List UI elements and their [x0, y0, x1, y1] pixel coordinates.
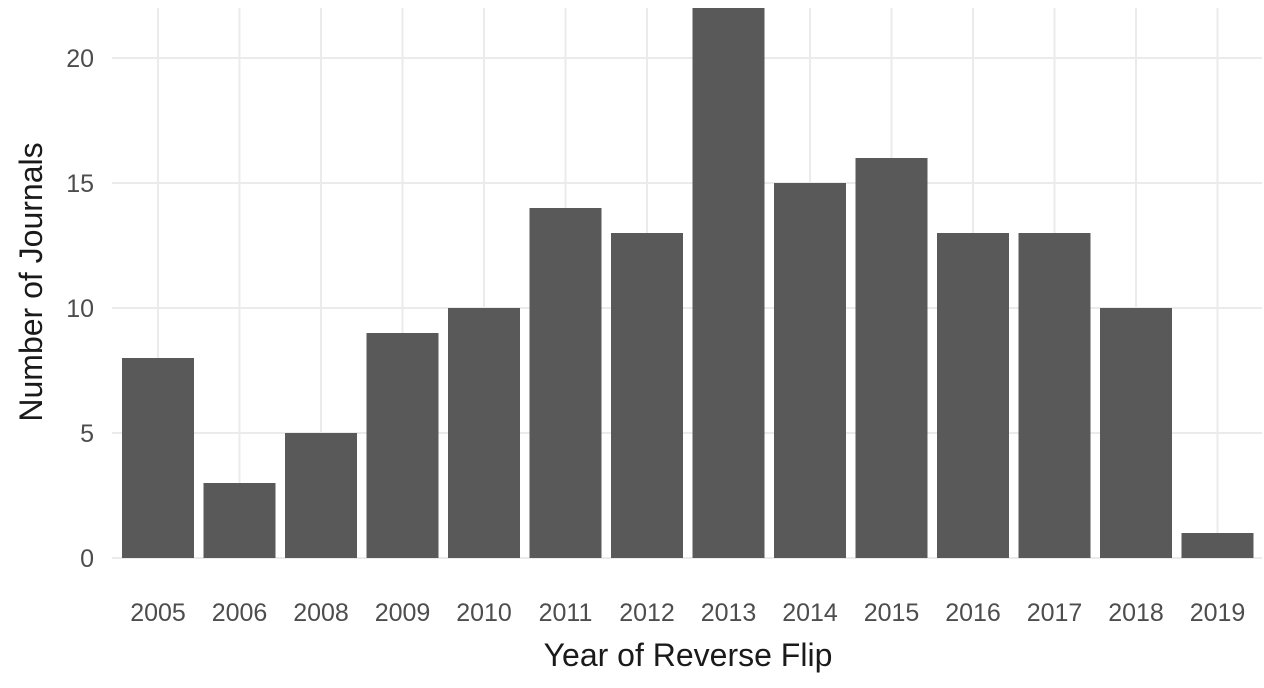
x-tick-label: 2008 — [293, 599, 349, 627]
x-tick-label: 2018 — [1108, 599, 1164, 627]
x-tick-label: 2006 — [212, 599, 268, 627]
x-tick-label: 2014 — [782, 599, 838, 627]
x-tick-label: 2009 — [375, 599, 431, 627]
bar-2014 — [774, 183, 846, 558]
bar-2008 — [285, 433, 357, 558]
x-tick-label: 2013 — [701, 599, 757, 627]
x-axis-ticks: 2005 2006 2008 2009 2010 2011 2012 2013 2014 2015… — [130, 599, 1245, 627]
bar-2006 — [203, 483, 276, 558]
x-axis-title: Year of Reverse Flip — [544, 637, 833, 673]
bar-2015 — [855, 158, 928, 558]
x-tick-label: 2016 — [945, 599, 1001, 627]
bar-2019 — [1181, 533, 1254, 558]
x-tick-label: 2019 — [1190, 599, 1246, 627]
x-tick-label: 2010 — [456, 599, 512, 627]
bar-2009 — [366, 333, 439, 558]
bar-2017 — [1018, 233, 1091, 558]
x-tick-label: 2005 — [130, 599, 186, 627]
y-tick-label: 10 — [66, 295, 94, 323]
y-axis-title: Number of Journals — [13, 142, 49, 421]
x-tick-label: 2015 — [864, 599, 920, 627]
bars — [122, 8, 1254, 558]
x-tick-label: 2011 — [539, 599, 593, 627]
y-axis-ticks: 0 5 10 15 20 — [66, 45, 94, 573]
bar-2016 — [937, 233, 1009, 558]
y-tick-label: 15 — [66, 170, 94, 198]
x-tick-label: 2012 — [619, 599, 675, 627]
x-tick-label: 2017 — [1027, 599, 1083, 627]
y-tick-label: 20 — [66, 45, 94, 73]
bar-2012 — [611, 233, 683, 558]
bar-2011 — [529, 208, 602, 558]
bar-2013 — [692, 8, 765, 558]
bar-2018 — [1100, 308, 1172, 558]
y-tick-label: 0 — [80, 545, 94, 573]
bar-2005 — [122, 358, 194, 558]
y-tick-label: 5 — [80, 420, 94, 448]
bar-2010 — [448, 308, 520, 558]
